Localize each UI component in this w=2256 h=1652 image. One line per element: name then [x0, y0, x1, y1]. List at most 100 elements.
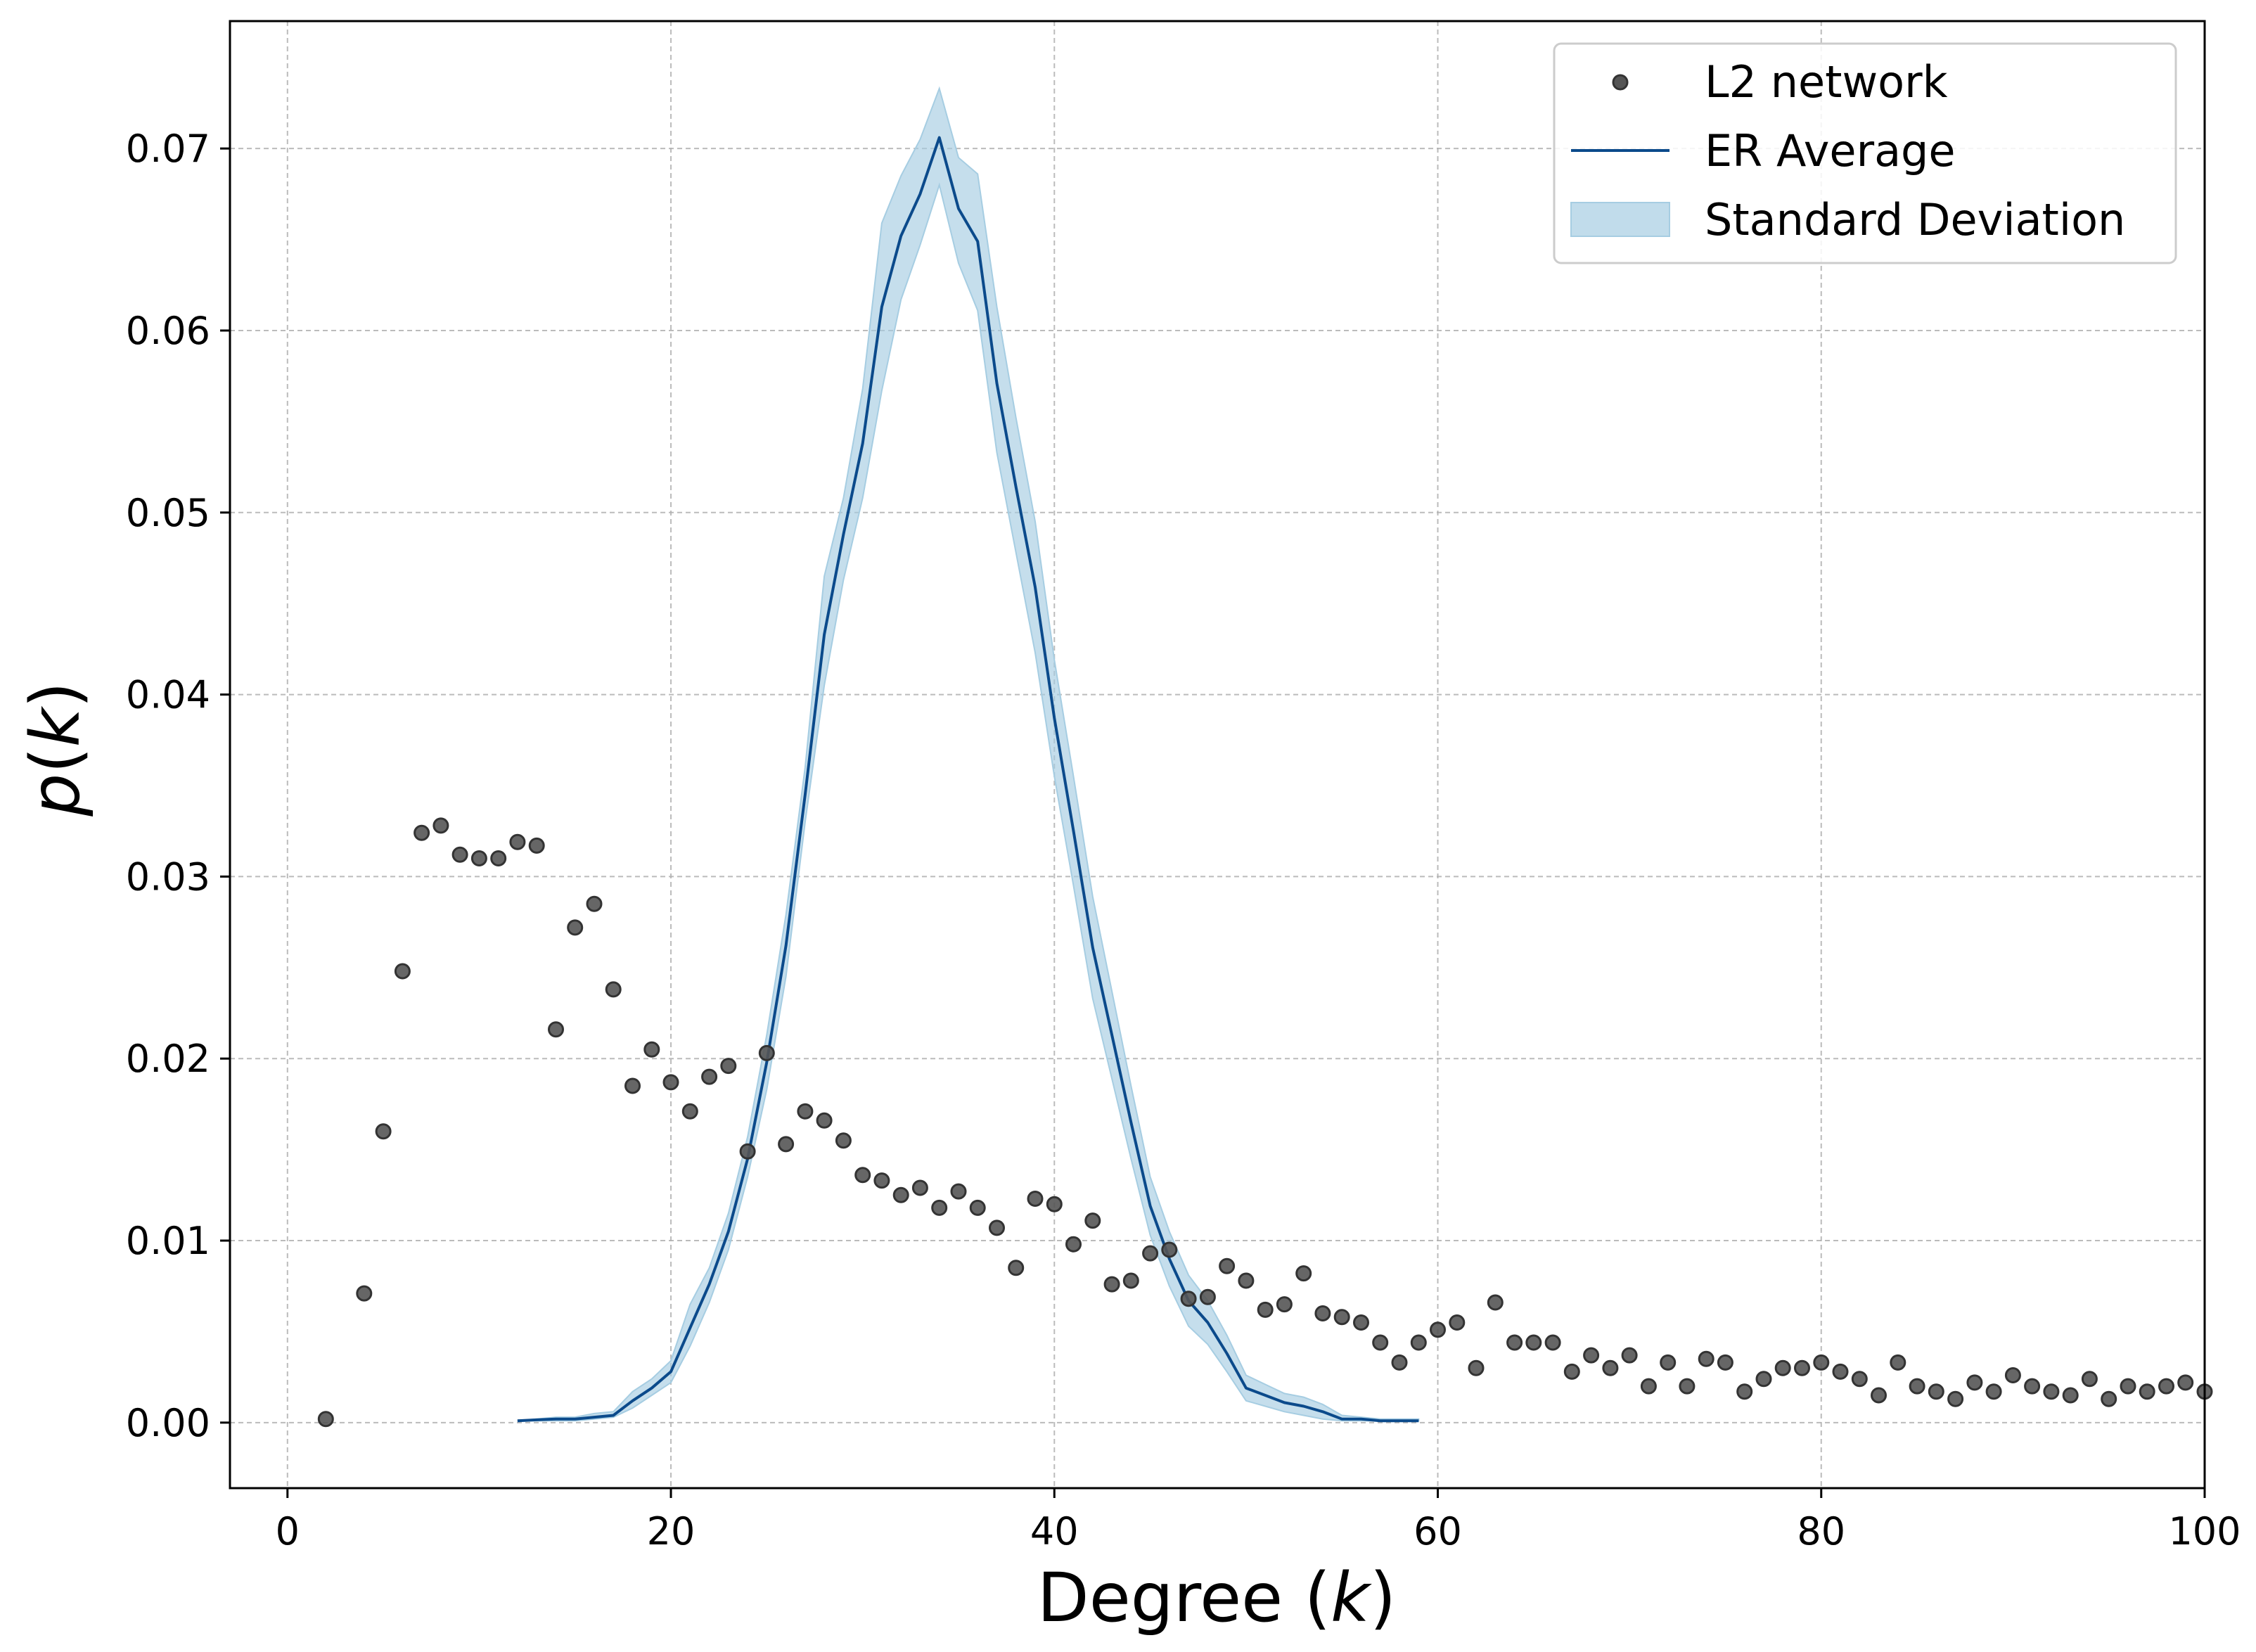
x-tick-label: 80	[1797, 1509, 1845, 1554]
l2-network-point	[1698, 1350, 1715, 1367]
y-tick-label: 0.02	[126, 1037, 210, 1081]
l2-network-point	[1046, 1196, 1063, 1212]
l2-network-point	[1909, 1378, 1925, 1395]
er-average-path	[517, 136, 1419, 1423]
y-axis-label: p(k)	[16, 681, 95, 817]
legend: L2 network ER Average Standard Deviation	[1553, 42, 2177, 264]
l2-network-point	[2101, 1390, 2117, 1407]
l2-network-point	[2062, 1387, 2079, 1404]
l2-network-point	[356, 1285, 373, 1302]
l2-network-point	[854, 1167, 871, 1184]
y-tick-label: 0.01	[126, 1219, 210, 1263]
l2-network-point	[1008, 1260, 1025, 1276]
l2-network-point	[1142, 1245, 1159, 1262]
y-tick-label: 0.00	[126, 1401, 210, 1445]
l2-network-point	[662, 1074, 679, 1091]
l2-network-point	[509, 833, 526, 850]
l2-network-point	[1851, 1371, 1868, 1388]
l2-network-point	[1890, 1354, 1906, 1371]
axis-ticks: 0 20 40 60 80 100 0.00 0.01 0.02 0.03 0.04 0.05 0.06…	[126, 127, 2241, 1554]
l2-network-point	[1161, 1241, 1178, 1258]
l2-network-point	[701, 1068, 718, 1085]
l2-network-point	[873, 1172, 890, 1189]
l2-network-point	[528, 837, 545, 854]
x-tick-label: 40	[1030, 1509, 1079, 1554]
l2-network-point	[1525, 1334, 1542, 1351]
l2-network-point	[451, 846, 468, 863]
l2-network-point	[470, 850, 487, 866]
legend-marker-standard-deviation	[1570, 202, 1670, 237]
l2-network-point	[1468, 1359, 1485, 1376]
l2-network-point	[1640, 1378, 1657, 1395]
l2-network-point	[414, 824, 430, 841]
l2-network-point	[1832, 1363, 1849, 1380]
l2-network-point	[1199, 1288, 1216, 1305]
l2-network-point	[778, 1136, 795, 1153]
l2-network-point	[1506, 1334, 1523, 1351]
l2-network-point	[432, 817, 449, 834]
l2-network-point	[1430, 1321, 1446, 1338]
l2-network-point	[892, 1186, 909, 1203]
y-tick-label: 0.07	[126, 127, 210, 171]
l2-network-point	[1084, 1212, 1101, 1229]
l2-network-point	[1065, 1236, 1082, 1253]
l2-network-point	[2120, 1378, 2136, 1395]
l2-network-points	[317, 817, 2213, 1428]
x-tick-label: 100	[2168, 1509, 2241, 1554]
plot-frame	[229, 20, 2206, 1490]
y-tick-label: 0.05	[126, 491, 210, 535]
er-average-line	[517, 136, 1419, 1423]
l2-network-point	[586, 895, 603, 912]
l2-network-point	[375, 1123, 392, 1140]
l2-network-point	[1602, 1359, 1619, 1376]
l2-network-point	[1813, 1354, 1830, 1371]
l2-network-point	[2004, 1367, 2021, 1383]
y-tick-label: 0.06	[126, 309, 210, 353]
l2-network-point	[739, 1143, 756, 1160]
l2-network-point	[989, 1219, 1005, 1236]
l2-network-point	[681, 1103, 698, 1120]
legend-label-er-average: ER Average	[1705, 125, 1956, 177]
l2-network-point	[1333, 1309, 1350, 1326]
l2-network-point	[1410, 1334, 1427, 1351]
l2-network-point	[720, 1058, 737, 1075]
x-tick-label: 0	[276, 1509, 300, 1554]
l2-network-point	[1295, 1265, 1312, 1282]
l2-network-point	[1755, 1371, 1772, 1388]
l2-network-point	[567, 919, 584, 936]
l2-network-point	[797, 1103, 814, 1120]
l2-network-point	[548, 1021, 564, 1038]
l2-network-point	[2177, 1374, 2194, 1391]
l2-network-point	[2158, 1378, 2174, 1395]
l2-network-point	[816, 1112, 833, 1129]
l2-network-point	[1449, 1314, 1466, 1331]
l2-network-point	[931, 1199, 948, 1216]
legend-label-standard-deviation: Standard Deviation	[1705, 194, 2125, 245]
l2-network-point	[2024, 1378, 2041, 1395]
l2-network-point	[1583, 1347, 1600, 1364]
x-tick-label: 60	[1414, 1509, 1462, 1554]
l2-network-point	[1621, 1347, 1638, 1364]
l2-network-point	[1103, 1276, 1120, 1293]
l2-network-point	[1928, 1383, 1944, 1400]
l2-network-point	[1238, 1272, 1255, 1289]
l2-network-point	[1276, 1296, 1293, 1313]
l2-network-point	[605, 981, 622, 998]
l2-network-point	[394, 963, 411, 980]
l2-network-point	[1353, 1314, 1369, 1331]
l2-network-point	[1717, 1354, 1733, 1371]
legend-label-l2-network: L2 network	[1705, 56, 1948, 108]
l2-network-point	[1679, 1378, 1696, 1395]
l2-network-point	[643, 1041, 660, 1058]
l2-network-point	[758, 1044, 775, 1061]
l2-network-point	[624, 1077, 641, 1094]
grid	[230, 21, 2205, 1488]
legend-box	[1553, 42, 2177, 264]
l2-network-point	[2043, 1383, 2060, 1400]
l2-network-point	[1985, 1383, 2002, 1400]
l2-network-point	[1391, 1354, 1408, 1371]
y-tick-label: 0.03	[126, 854, 210, 899]
x-axis-label: Degree (k)	[1037, 1558, 1396, 1637]
